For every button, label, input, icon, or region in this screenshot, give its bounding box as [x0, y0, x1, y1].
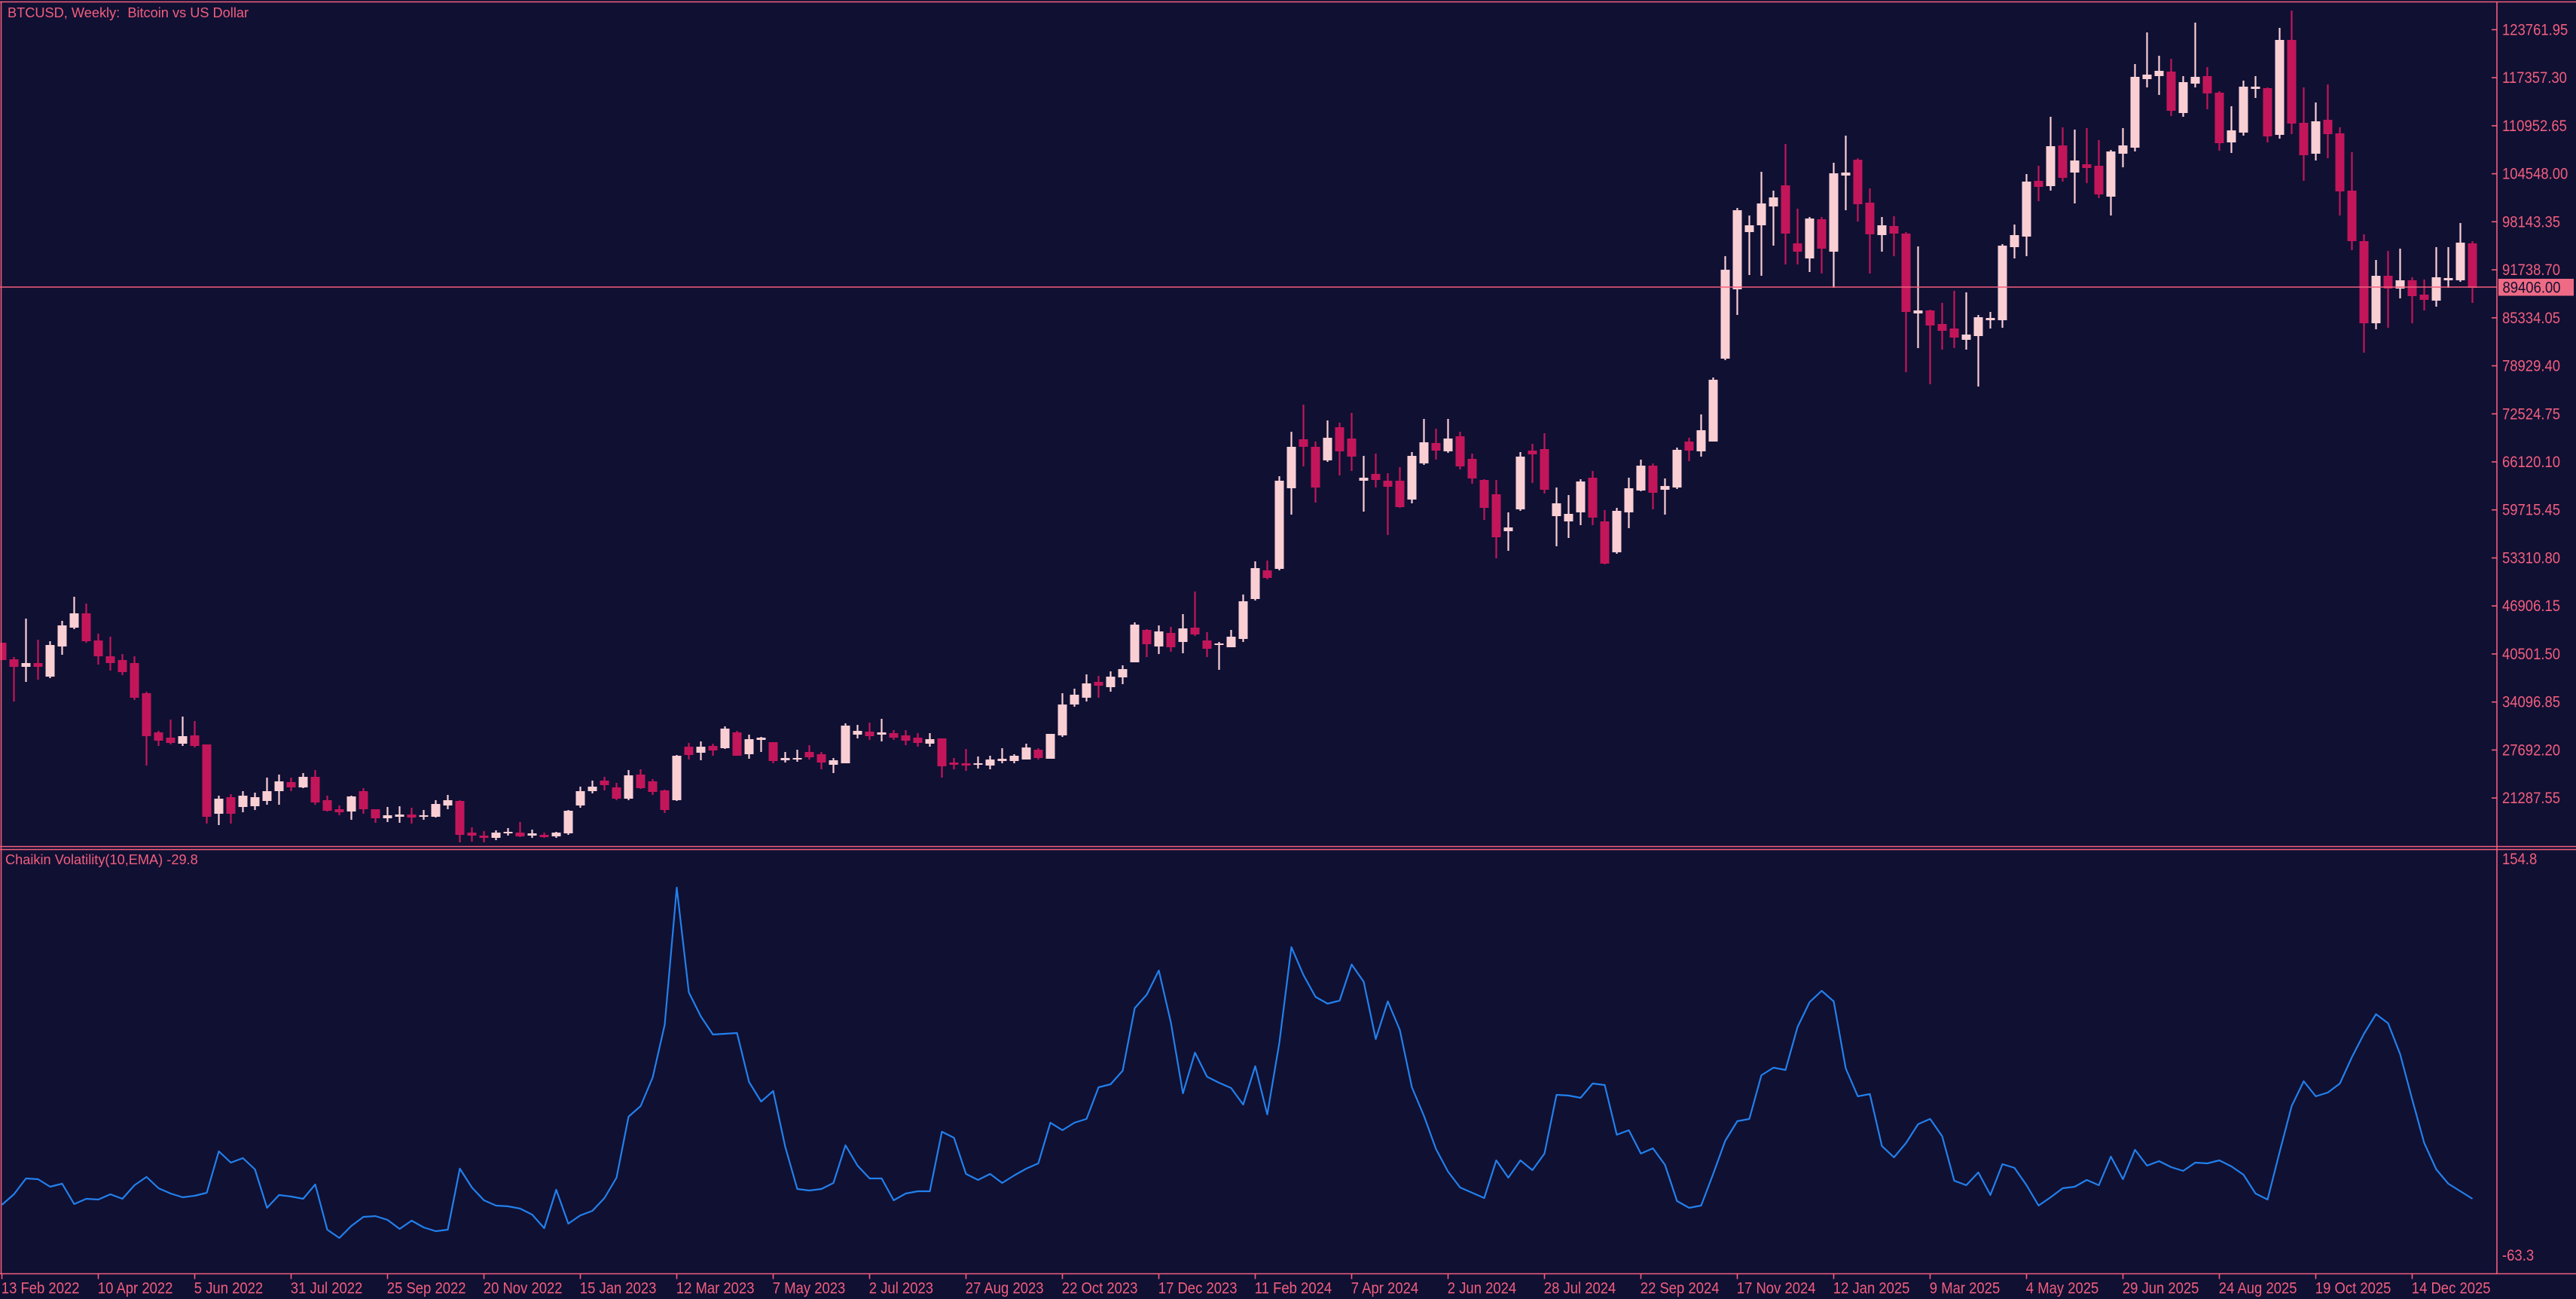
svg-text:29 Jun 2025: 29 Jun 2025 [2123, 1279, 2199, 1297]
svg-text:12 Jan 2025: 12 Jan 2025 [1833, 1279, 1910, 1297]
svg-text:27 Aug 2023: 27 Aug 2023 [966, 1279, 1044, 1297]
svg-text:7 Apr 2024: 7 Apr 2024 [1351, 1279, 1418, 1297]
svg-text:Chaikin Volatility(10,EMA) -29: Chaikin Volatility(10,EMA) -29.8 [5, 852, 198, 867]
svg-text:40501.50: 40501.50 [2502, 646, 2560, 663]
svg-text:15 Jan 2023: 15 Jan 2023 [580, 1279, 657, 1297]
svg-text:22 Oct 2023: 22 Oct 2023 [1062, 1279, 1138, 1297]
svg-text:10 Apr 2022: 10 Apr 2022 [98, 1279, 173, 1297]
svg-text:66120.10: 66120.10 [2502, 454, 2560, 471]
svg-text:22 Sep 2024: 22 Sep 2024 [1641, 1279, 1720, 1297]
svg-text:59715.45: 59715.45 [2502, 502, 2560, 519]
svg-text:104548.00: 104548.00 [2502, 166, 2568, 183]
svg-text:27692.20: 27692.20 [2502, 741, 2560, 759]
svg-text:4 May 2025: 4 May 2025 [2026, 1279, 2099, 1297]
svg-text:110952.65: 110952.65 [2502, 118, 2567, 135]
svg-text:17 Nov 2024: 17 Nov 2024 [1737, 1279, 1816, 1297]
svg-text:-63.3: -63.3 [2502, 1247, 2534, 1264]
svg-text:14 Dec 2025: 14 Dec 2025 [2412, 1279, 2491, 1297]
svg-text:31 Jul 2022: 31 Jul 2022 [291, 1279, 362, 1297]
svg-text:28 Jul 2024: 28 Jul 2024 [1544, 1279, 1616, 1297]
svg-text:9 Mar 2025: 9 Mar 2025 [1930, 1279, 2000, 1297]
svg-text:7 May 2023: 7 May 2023 [773, 1279, 846, 1297]
svg-text:91738.70: 91738.70 [2502, 261, 2560, 279]
svg-text:24 Aug 2025: 24 Aug 2025 [2219, 1279, 2297, 1297]
svg-text:98143.35: 98143.35 [2502, 213, 2560, 231]
svg-text:21287.55: 21287.55 [2502, 790, 2560, 807]
svg-text:89406.00: 89406.00 [2503, 279, 2561, 296]
svg-text:123761.95: 123761.95 [2502, 21, 2568, 38]
svg-text:2 Jul 2023: 2 Jul 2023 [869, 1279, 933, 1297]
svg-text:85334.05: 85334.05 [2502, 310, 2560, 327]
svg-text:53310.80: 53310.80 [2502, 549, 2560, 567]
svg-text:46906.15: 46906.15 [2502, 598, 2560, 615]
svg-text:34096.85: 34096.85 [2502, 694, 2560, 711]
svg-text:19 Oct 2025: 19 Oct 2025 [2315, 1279, 2391, 1297]
svg-text:78929.40: 78929.40 [2502, 357, 2560, 374]
svg-text:17 Dec 2023: 17 Dec 2023 [1158, 1279, 1238, 1297]
svg-text:117357.30: 117357.30 [2502, 69, 2567, 87]
svg-text:25 Sep 2022: 25 Sep 2022 [387, 1279, 466, 1297]
svg-text:12 Mar 2023: 12 Mar 2023 [676, 1279, 755, 1297]
svg-text:2 Jun 2024: 2 Jun 2024 [1448, 1279, 1516, 1297]
svg-text:13 Feb 2022: 13 Feb 2022 [2, 1279, 80, 1297]
svg-text:BTCUSD, Weekly: Bitcoin vs US: BTCUSD, Weekly: Bitcoin vs US Dollar [8, 5, 249, 20]
svg-text:154.8: 154.8 [2502, 851, 2537, 868]
svg-text:20 Nov 2022: 20 Nov 2022 [484, 1279, 563, 1297]
svg-text:11 Feb 2024: 11 Feb 2024 [1255, 1279, 1332, 1297]
svg-text:5 Jun 2022: 5 Jun 2022 [194, 1279, 263, 1297]
svg-text:72524.75: 72524.75 [2502, 405, 2560, 423]
